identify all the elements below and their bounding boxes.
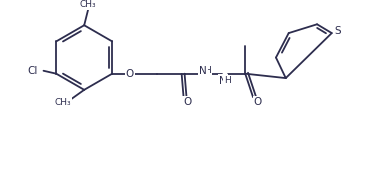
Text: H: H	[224, 76, 231, 85]
Text: H: H	[204, 66, 210, 75]
Text: N: N	[199, 66, 207, 76]
Text: N: N	[219, 76, 227, 85]
Text: S: S	[334, 26, 341, 36]
Text: Cl: Cl	[27, 66, 38, 76]
Text: O: O	[183, 97, 192, 107]
Text: CH₃: CH₃	[54, 98, 71, 107]
Text: CH₃: CH₃	[80, 0, 96, 9]
Text: O: O	[125, 69, 134, 79]
Text: O: O	[254, 97, 262, 107]
